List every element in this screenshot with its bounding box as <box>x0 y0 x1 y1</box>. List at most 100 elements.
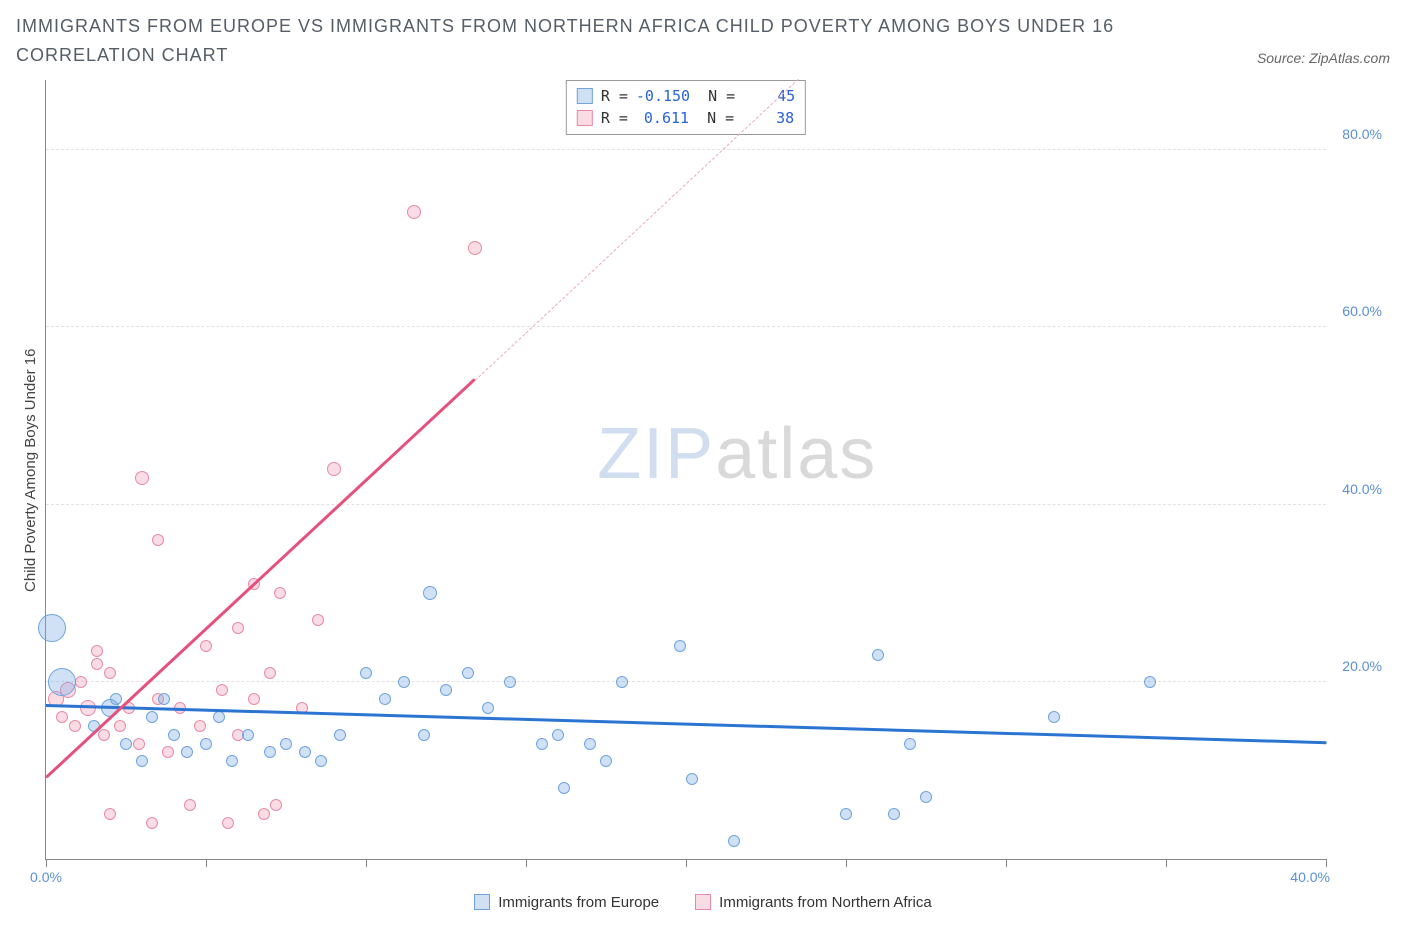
data-point-europe <box>200 738 212 750</box>
data-point-europe <box>213 711 225 723</box>
data-point-europe <box>462 667 474 679</box>
data-point-europe <box>418 729 430 741</box>
data-point-nafrica <box>146 817 158 829</box>
data-point-nafrica <box>80 700 96 716</box>
data-point-nafrica <box>222 817 234 829</box>
gridline <box>46 149 1326 150</box>
data-point-nafrica <box>104 667 116 679</box>
x-tick <box>1326 859 1327 867</box>
data-point-europe <box>48 668 76 696</box>
data-point-nafrica <box>91 658 103 670</box>
gridline <box>46 326 1326 327</box>
x-tick <box>526 859 527 867</box>
data-point-nafrica <box>56 711 68 723</box>
data-point-europe <box>616 676 628 688</box>
chart-title: IMMIGRANTS FROM EUROPE VS IMMIGRANTS FRO… <box>16 12 1166 70</box>
data-point-europe <box>674 640 686 652</box>
data-point-nafrica <box>216 684 228 696</box>
data-point-europe <box>398 676 410 688</box>
swatch-europe-icon <box>474 894 490 910</box>
data-point-europe <box>110 693 122 705</box>
series-legend: Immigrants from Europe Immigrants from N… <box>16 894 1390 911</box>
data-point-europe <box>38 614 66 642</box>
source-label: Source: ZipAtlas.com <box>1257 50 1390 70</box>
x-tick <box>686 859 687 867</box>
watermark: ZIPatlas <box>597 413 877 495</box>
legend-label: Immigrants from Europe <box>498 894 659 911</box>
data-point-europe <box>423 586 437 600</box>
data-point-nafrica <box>152 534 164 546</box>
data-point-europe <box>226 755 238 767</box>
data-point-europe <box>264 746 276 758</box>
data-point-nafrica <box>200 640 212 652</box>
swatch-nafrica-icon <box>695 894 711 910</box>
data-point-europe <box>536 738 548 750</box>
data-point-nafrica <box>232 622 244 634</box>
data-point-europe <box>686 773 698 785</box>
data-point-europe <box>1048 711 1060 723</box>
data-point-europe <box>315 755 327 767</box>
data-point-nafrica <box>274 587 286 599</box>
swatch-europe-icon <box>577 88 593 104</box>
data-point-europe <box>584 738 596 750</box>
stats-row-europe: R = -0.150 N = 45 <box>577 85 795 108</box>
data-point-europe <box>334 729 346 741</box>
legend-label: Immigrants from Northern Africa <box>719 894 932 911</box>
x-tick-label: 0.0% <box>30 869 62 885</box>
x-tick <box>206 859 207 867</box>
data-point-nafrica <box>270 799 282 811</box>
x-tick <box>366 859 367 867</box>
regression-line <box>45 378 475 778</box>
legend-item-nafrica: Immigrants from Northern Africa <box>695 894 932 911</box>
data-point-europe <box>552 729 564 741</box>
y-tick-label: 20.0% <box>1342 658 1382 674</box>
gridline <box>46 504 1326 505</box>
x-tick <box>846 859 847 867</box>
data-point-nafrica <box>248 693 260 705</box>
data-point-europe <box>299 746 311 758</box>
y-tick-label: 40.0% <box>1342 481 1382 497</box>
data-point-europe <box>1144 676 1156 688</box>
swatch-nafrica-icon <box>577 110 593 126</box>
data-point-europe <box>600 755 612 767</box>
data-point-europe <box>920 791 932 803</box>
data-point-nafrica <box>104 808 116 820</box>
x-tick <box>1166 859 1167 867</box>
data-point-europe <box>440 684 452 696</box>
y-axis-label: Child Poverty Among Boys Under 16 <box>16 80 45 860</box>
gridline <box>46 681 1326 682</box>
data-point-europe <box>504 676 516 688</box>
data-point-europe <box>120 738 132 750</box>
data-point-europe <box>280 738 292 750</box>
data-point-europe <box>136 755 148 767</box>
data-point-europe <box>872 649 884 661</box>
x-tick <box>1006 859 1007 867</box>
data-point-nafrica <box>264 667 276 679</box>
data-point-europe <box>904 738 916 750</box>
data-point-nafrica <box>184 799 196 811</box>
data-point-europe <box>558 782 570 794</box>
y-tick-label: 60.0% <box>1342 303 1382 319</box>
data-point-nafrica <box>468 241 482 255</box>
data-point-europe <box>242 729 254 741</box>
x-tick <box>46 859 47 867</box>
data-point-nafrica <box>98 729 110 741</box>
data-point-nafrica <box>114 720 126 732</box>
data-point-nafrica <box>135 471 149 485</box>
scatter-plot: ZIPatlas R = -0.150 N = 45 R = 0.611 N =… <box>45 80 1326 860</box>
data-point-nafrica <box>312 614 324 626</box>
data-point-europe <box>158 693 170 705</box>
data-point-nafrica <box>69 720 81 732</box>
data-point-nafrica <box>407 205 421 219</box>
data-point-europe <box>482 702 494 714</box>
data-point-nafrica <box>75 676 87 688</box>
data-point-nafrica <box>133 738 145 750</box>
data-point-europe <box>181 746 193 758</box>
data-point-europe <box>146 711 158 723</box>
data-point-nafrica <box>162 746 174 758</box>
data-point-europe <box>360 667 372 679</box>
y-tick-label: 80.0% <box>1342 126 1382 142</box>
data-point-europe <box>728 835 740 847</box>
data-point-europe <box>379 693 391 705</box>
data-point-nafrica <box>327 462 341 476</box>
